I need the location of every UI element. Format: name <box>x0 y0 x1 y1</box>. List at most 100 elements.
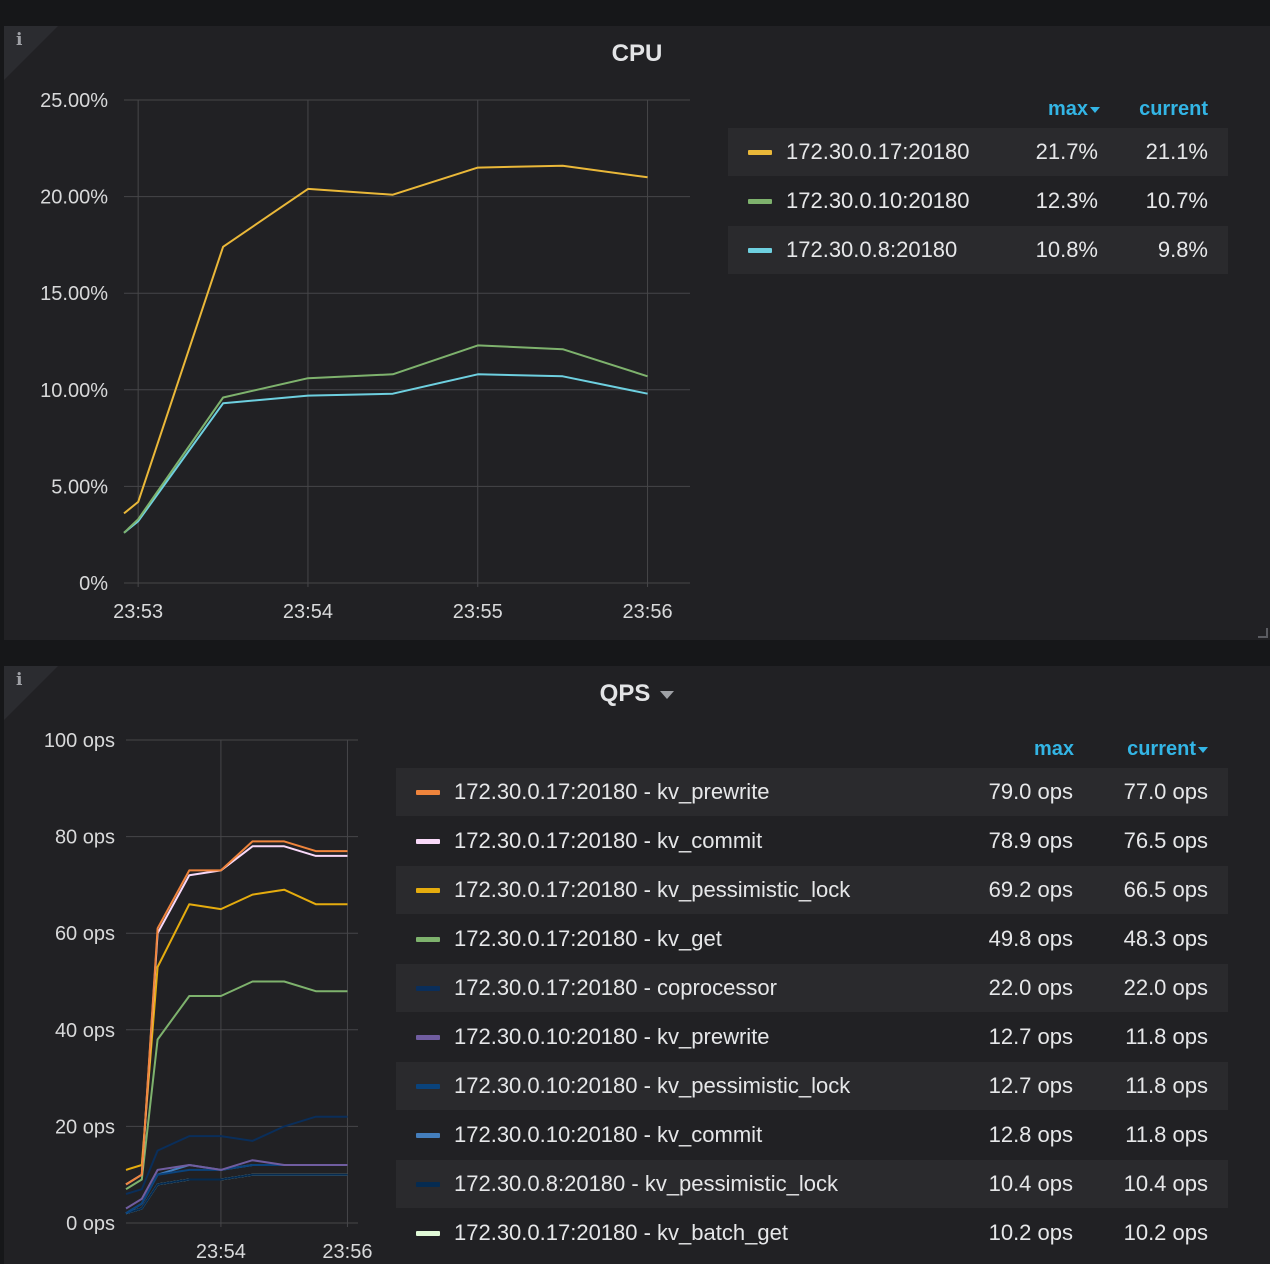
legend-color-swatch[interactable] <box>416 1182 440 1187</box>
legend-row[interactable]: 172.30.0.10:20180 - kv_prewrite 12.7 ops 1… <box>396 1013 1228 1061</box>
legend-max-value: 10.2 ops <box>988 1220 1073 1245</box>
series-line[interactable] <box>125 840 348 1186</box>
legend-current-value: 66.5 ops <box>1123 877 1208 902</box>
series-line[interactable] <box>125 1159 348 1210</box>
legend-color-swatch[interactable] <box>416 1084 440 1089</box>
legend-row[interactable]: 172.30.0.17:20180 - kv_pessimistic_lock 6… <box>396 866 1228 914</box>
legend-header-current-label[interactable]: current <box>1127 738 1196 760</box>
panel-info-corner[interactable] <box>4 666 58 720</box>
legend-current-value: 21.1% <box>1145 139 1208 164</box>
legend-row[interactable]: 172.30.0.17:20180 - coprocessor 22.0 ops 2… <box>396 964 1228 1012</box>
legend-series-name[interactable]: 172.30.0.10:20180 - kv_prewrite <box>454 1024 770 1049</box>
y-tick-label: 20.00% <box>40 187 108 209</box>
legend-series-name[interactable]: 172.30.0.17:20180 - kv_batch_get <box>454 1220 788 1245</box>
legend-color-swatch[interactable] <box>748 248 772 253</box>
qps-panel: i QPS 0 ops 20 ops 40 ops 60 ops 80 ops 100 o… <box>4 666 1270 1264</box>
legend-row[interactable]: 172.30.0.17:20180 - kv_prewrite 79.0 ops 7… <box>396 768 1228 816</box>
legend-row[interactable]: 172.30.0.10:20180 12.3% 10.7% <box>728 177 1228 225</box>
sort-desc-icon <box>1198 746 1208 753</box>
legend-series-name[interactable]: 172.30.0.10:20180 <box>786 188 970 213</box>
series-line[interactable] <box>123 344 648 534</box>
legend-color-swatch[interactable] <box>748 199 772 204</box>
legend-header-max[interactable]: max <box>1004 98 1100 121</box>
panel-info-corner[interactable] <box>4 26 58 80</box>
legend-row[interactable]: 172.30.0.17:20180 - kv_get 49.8 ops 48.3 o… <box>396 915 1228 963</box>
cpu-graph[interactable]: 0% 5.00% 10.00% 15.00% 20.00% 25.00% 23:53 23:5… <box>4 26 704 640</box>
legend-current-value: 77.0 ops <box>1123 779 1208 804</box>
legend-series-name[interactable]: 172.30.0.8:20180 - kv_pessimistic_lock <box>454 1171 838 1196</box>
y-tick-label: 10.00% <box>40 380 108 402</box>
legend-series-name[interactable]: 172.30.0.17:20180 - kv_prewrite <box>454 779 770 804</box>
series-line[interactable] <box>125 1173 348 1215</box>
legend-color-swatch[interactable] <box>416 839 440 844</box>
y-tick-label: 80 ops <box>55 827 115 849</box>
legend-current-value: 76.5 ops <box>1123 828 1208 853</box>
legend-color-swatch[interactable] <box>416 1035 440 1040</box>
legend-current-value: 10.2 ops <box>1123 1220 1208 1245</box>
series-line[interactable] <box>125 1173 348 1215</box>
legend-row[interactable]: 172.30.0.17:20180 - kv_batch_get 10.2 ops… <box>396 1209 1228 1257</box>
legend-max-value: 69.2 ops <box>988 877 1073 902</box>
legend-max-value: 10.8% <box>1035 237 1098 262</box>
legend-max-value: 21.7% <box>1035 139 1098 164</box>
qps-graph[interactable]: 0 ops 20 ops 40 ops 60 ops 80 ops 100 ops 23:5… <box>4 666 394 1264</box>
legend-color-swatch[interactable] <box>416 790 440 795</box>
legend-header-max[interactable]: max <box>984 738 1074 761</box>
panel-title[interactable]: CPU <box>4 40 1270 68</box>
legend-header-max-label[interactable]: max <box>1033 738 1074 760</box>
legend-row[interactable]: 172.30.0.17:20180 21.7% 21.1% <box>728 128 1228 176</box>
series-line[interactable] <box>125 1164 348 1215</box>
legend-max-value: 12.7 ops <box>988 1073 1073 1098</box>
series-line[interactable] <box>125 1164 348 1215</box>
legend-series-name[interactable]: 172.30.0.10:20180 - kv_pessimistic_lock <box>454 1073 851 1098</box>
legend-color-swatch[interactable] <box>416 888 440 893</box>
series-line[interactable] <box>125 980 348 1191</box>
y-tick-label: 5.00% <box>51 476 108 498</box>
series-line[interactable] <box>123 164 648 515</box>
legend-current-value: 10.4 ops <box>1123 1171 1208 1196</box>
legend-series-name[interactable]: 172.30.0.17:20180 - kv_commit <box>454 828 763 853</box>
legend-series-name[interactable]: 172.30.0.8:20180 <box>786 237 958 262</box>
legend-header-max-label[interactable]: max <box>1047 98 1088 120</box>
legend-row[interactable]: 172.30.0.8:20180 10.8% 9.8% <box>728 226 1228 274</box>
legend-max-value: 10.4 ops <box>988 1171 1073 1196</box>
legend-max-value: 49.8 ops <box>988 926 1073 951</box>
legend-current-value: 11.8 ops <box>1125 1073 1208 1098</box>
legend-row[interactable]: 172.30.0.8:20180 - kv_pessimistic_lock 10… <box>396 1160 1228 1208</box>
info-icon[interactable]: i <box>16 30 23 50</box>
caret-down-icon[interactable] <box>660 690 675 699</box>
legend-color-swatch[interactable] <box>416 1133 440 1138</box>
series-line[interactable] <box>125 1115 348 1195</box>
legend-series-name[interactable]: 172.30.0.17:20180 <box>786 139 970 164</box>
legend-series-name[interactable]: 172.30.0.17:20180 - kv_pessimistic_lock <box>454 877 851 902</box>
y-tick-label: 100 ops <box>44 730 115 752</box>
resize-handle[interactable] <box>1258 628 1268 638</box>
legend-color-swatch[interactable] <box>416 937 440 942</box>
legend-current-value: 9.8% <box>1157 237 1208 262</box>
y-tick-label: 40 ops <box>55 1020 115 1042</box>
legend-header-current[interactable]: current <box>1094 738 1208 761</box>
cpu-panel: i CPU 0% 5.00% 10.00% 15.00% 20.00% 25.00% 23:… <box>4 26 1270 640</box>
legend-color-swatch[interactable] <box>416 1231 440 1236</box>
panel-title-text[interactable]: CPU <box>611 40 663 67</box>
legend-color-swatch[interactable] <box>748 150 772 155</box>
legend-header-current-label[interactable]: current <box>1139 98 1208 120</box>
series-line[interactable] <box>125 845 348 1186</box>
legend-series-name[interactable]: 172.30.0.17:20180 - kv_get <box>454 926 722 951</box>
legend-series-name[interactable]: 172.30.0.10:20180 - kv_commit <box>454 1122 763 1147</box>
legend-current-value: 48.3 ops <box>1123 926 1208 951</box>
legend-row[interactable]: 172.30.0.10:20180 - kv_commit 12.8 ops 11.… <box>396 1111 1228 1159</box>
legend-row[interactable]: 172.30.0.17:20180 - kv_commit 78.9 ops 76.… <box>396 817 1228 865</box>
panel-title-text[interactable]: QPS <box>599 680 651 707</box>
series-line[interactable] <box>123 373 648 534</box>
legend-header-current[interactable]: current <box>1104 98 1208 121</box>
info-icon[interactable]: i <box>16 670 23 690</box>
x-tick-label: 23:56 <box>322 1241 372 1263</box>
x-tick-label: 23:55 <box>453 601 503 623</box>
legend-color-swatch[interactable] <box>416 986 440 991</box>
legend-series-name[interactable]: 172.30.0.17:20180 - coprocessor <box>454 975 777 1000</box>
y-tick-label: 0% <box>79 573 108 595</box>
legend-row[interactable]: 172.30.0.10:20180 - kv_pessimistic_lock 1… <box>396 1062 1228 1110</box>
y-tick-label: 25.00% <box>40 90 108 112</box>
panel-title[interactable]: QPS <box>4 680 1270 708</box>
